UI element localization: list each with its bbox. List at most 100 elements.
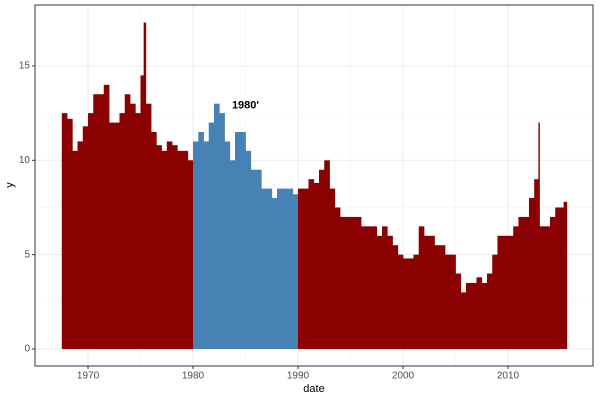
bar — [486, 273, 493, 350]
bar — [229, 160, 236, 350]
bar — [208, 122, 215, 350]
bar — [240, 132, 246, 350]
bar — [187, 160, 194, 350]
bar — [308, 179, 315, 350]
bar — [261, 188, 267, 350]
x-tick-label: 1990 — [287, 371, 310, 382]
bar — [297, 188, 304, 350]
bar — [114, 122, 120, 350]
y-tick-label: 0 — [24, 344, 30, 355]
bar — [408, 258, 414, 350]
bar — [402, 258, 409, 350]
x-tick-label: 1980 — [182, 371, 205, 382]
bar — [334, 207, 341, 350]
bar — [93, 94, 99, 350]
bar — [61, 113, 68, 350]
bar — [481, 282, 488, 350]
bar — [203, 141, 210, 350]
bar — [313, 182, 320, 350]
bar — [434, 245, 441, 350]
bar — [198, 132, 204, 350]
bar — [555, 207, 561, 350]
bar — [329, 188, 336, 350]
bar — [77, 141, 84, 350]
bar — [166, 141, 173, 350]
y-tick-label: 15 — [19, 61, 31, 72]
bar — [392, 245, 399, 350]
bar — [98, 94, 105, 350]
bar — [103, 84, 110, 350]
bar — [523, 216, 530, 350]
bar — [156, 145, 162, 350]
bar — [234, 132, 241, 350]
bar — [549, 216, 556, 350]
bar — [172, 145, 178, 350]
bar — [88, 113, 94, 350]
bar — [455, 273, 462, 350]
bar — [177, 150, 183, 350]
bar — [135, 113, 141, 350]
panel-border — [34, 4, 594, 367]
bar — [282, 188, 288, 350]
bar — [534, 179, 539, 350]
bar — [538, 122, 540, 350]
bar — [292, 194, 299, 350]
bar — [345, 216, 351, 350]
x-axis-label: date — [303, 383, 324, 395]
bar — [224, 141, 231, 350]
bar — [563, 201, 568, 350]
annotation: 1980' — [232, 99, 259, 111]
bar — [245, 150, 252, 350]
bar — [72, 150, 78, 350]
bar — [145, 103, 152, 350]
bar — [429, 235, 435, 350]
bar — [439, 245, 446, 350]
bar — [465, 282, 472, 350]
bar — [161, 150, 168, 350]
x-tick-label: 2000 — [392, 371, 415, 382]
bar — [109, 122, 115, 350]
bar — [381, 226, 388, 350]
bar — [193, 141, 199, 350]
bar — [287, 188, 294, 350]
bar — [276, 188, 283, 350]
bar — [182, 150, 189, 350]
bar — [471, 282, 477, 350]
y-axis-label: y — [4, 182, 16, 188]
bar — [518, 216, 525, 350]
y-tick-label: 5 — [24, 249, 30, 260]
bar — [492, 254, 498, 350]
bar — [355, 216, 362, 350]
bar — [271, 198, 278, 350]
bar — [151, 132, 157, 350]
bar — [560, 207, 565, 350]
bar — [460, 292, 467, 350]
bar — [413, 254, 420, 350]
bar — [266, 188, 273, 350]
bar — [513, 226, 519, 350]
bar — [219, 113, 225, 350]
bar — [371, 226, 378, 350]
x-tick-label: 1970 — [77, 371, 100, 382]
bar — [423, 235, 430, 350]
bar — [339, 216, 346, 350]
bar — [544, 226, 551, 350]
bar — [397, 254, 404, 350]
bar — [366, 226, 372, 350]
x-tick-label: 2010 — [497, 371, 520, 382]
bar — [539, 226, 546, 350]
bar — [476, 277, 483, 350]
bar — [303, 188, 309, 350]
bar — [376, 235, 383, 350]
bar — [497, 235, 504, 350]
bar — [318, 169, 325, 350]
bar — [67, 118, 73, 350]
bar — [502, 235, 509, 350]
bar — [214, 103, 220, 350]
bar — [250, 169, 257, 350]
bar — [324, 160, 330, 350]
bar — [528, 198, 535, 350]
y-tick-label: 10 — [19, 155, 31, 166]
